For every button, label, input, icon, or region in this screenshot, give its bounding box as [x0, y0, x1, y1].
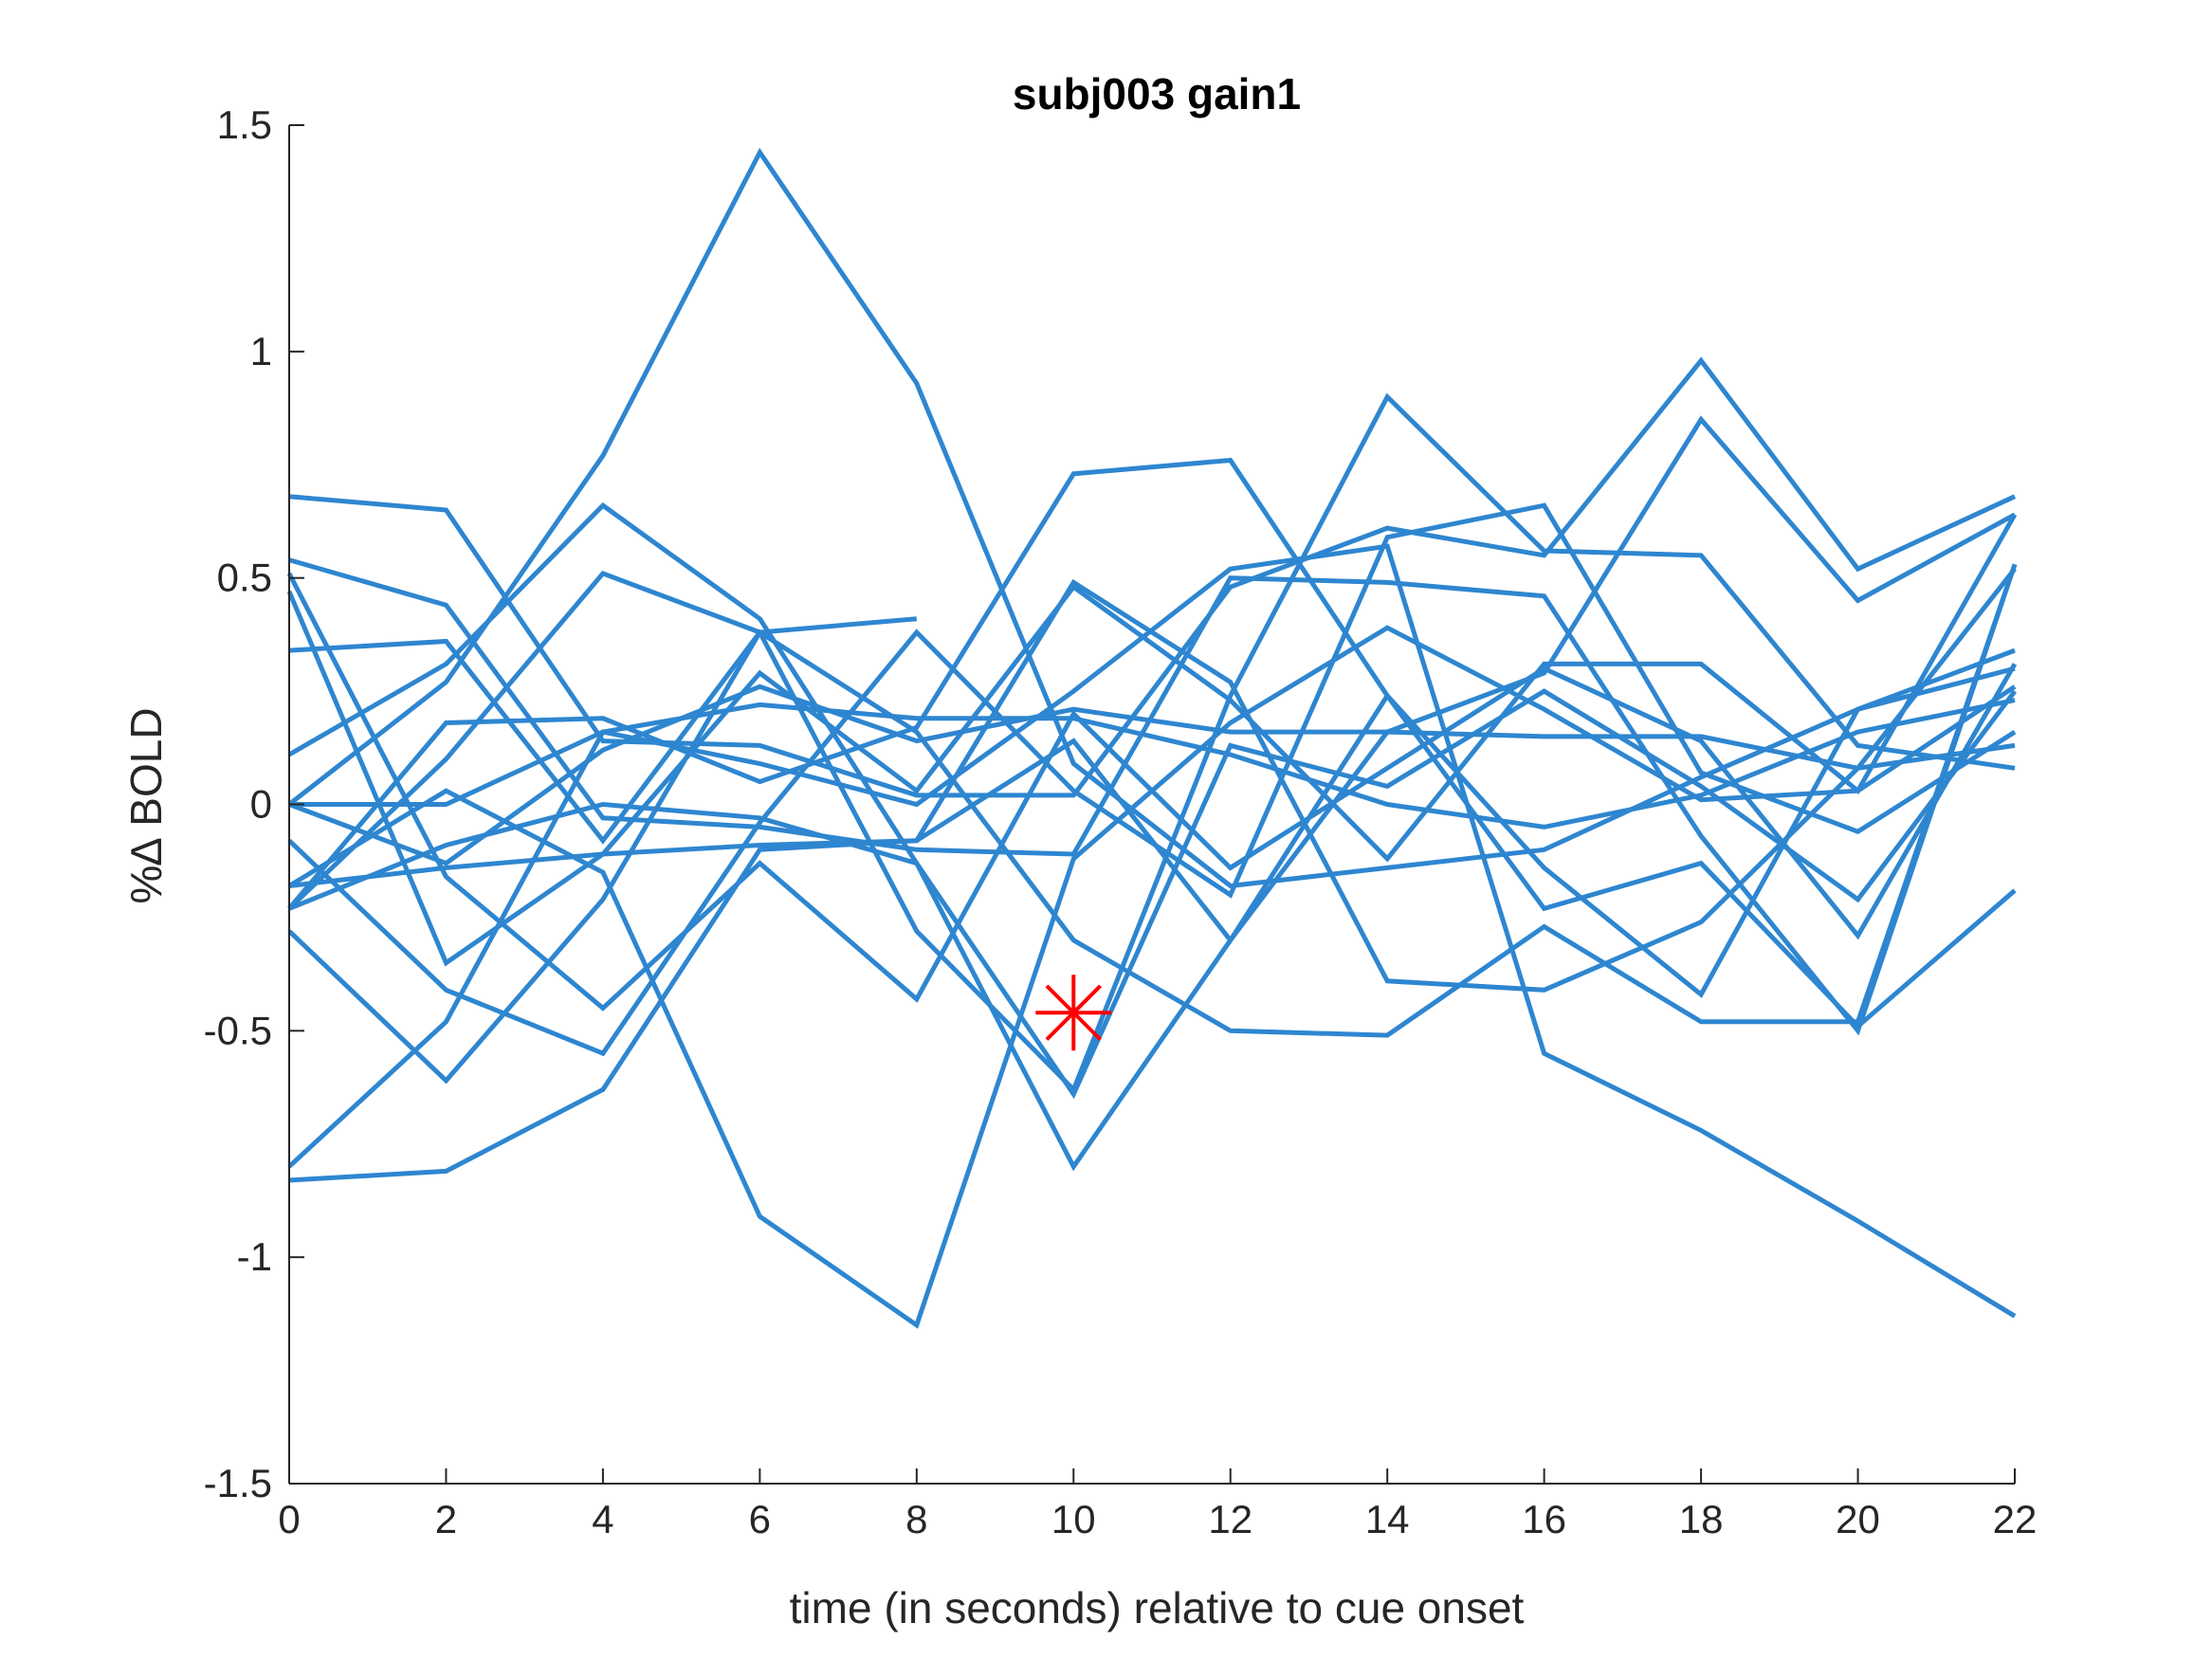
series-line-16 [286, 572, 2018, 1012]
x-tick-label: 8 [905, 1497, 927, 1541]
y-tick-label: -0.5 [204, 1008, 272, 1052]
x-tick-label: 4 [592, 1497, 613, 1541]
asterisk-marker [1035, 975, 1112, 1051]
y-axis-title: %∆ BOLD [121, 707, 171, 903]
x-ticks: 0 2 4 6 8 10 12 14 16 18 20 22 [278, 1468, 2037, 1541]
series-line-18 [288, 684, 2016, 866]
chart-title: subj003 gain1 [1013, 69, 1301, 118]
x-tick-label: 2 [435, 1497, 457, 1541]
series-line-4 [288, 356, 2017, 798]
x-tick-label: 16 [1522, 1497, 1566, 1541]
series-line-1 [288, 616, 918, 845]
x-tick-label: 10 [1051, 1497, 1096, 1541]
y-ticks: 1.5 1 0.5 0 -0.5 -1 -1.5 [204, 102, 304, 1505]
x-tick-label: 6 [749, 1497, 771, 1541]
series-line-15 [287, 392, 2016, 1094]
series-line-11 [287, 543, 2017, 1319]
x-tick-label: 0 [278, 1497, 300, 1541]
y-tick-label: 1.5 [217, 102, 272, 147]
y-tick-label: -1.5 [204, 1461, 272, 1505]
series-line-12 [287, 563, 2018, 1085]
series-line-7 [287, 501, 2017, 1100]
series-line-9 [287, 502, 2017, 1057]
x-tick-label: 18 [1679, 1497, 1724, 1541]
series-line-13 [288, 415, 2017, 1172]
y-tick-label: 1 [250, 329, 272, 374]
x-tick-label: 22 [1993, 1497, 2038, 1541]
series-line-17 [289, 698, 2016, 830]
y-tick-label: -1 [237, 1234, 272, 1279]
series-line-3 [287, 457, 2017, 1030]
x-tick-label: 14 [1365, 1497, 1410, 1541]
series-line-6 [286, 513, 2018, 967]
series-line-14 [287, 625, 2017, 1329]
series-line-10 [287, 147, 2016, 889]
x-tick-label: 12 [1208, 1497, 1252, 1541]
y-tick-label: 0 [250, 782, 272, 827]
axes [288, 125, 2015, 1485]
marker-layer [1035, 975, 1112, 1051]
x-tick-label: 20 [1836, 1497, 1880, 1541]
y-tick-label: 0.5 [217, 556, 272, 600]
x-axis-title: time (in seconds) relative to cue onset [790, 1583, 1525, 1632]
series-lines [286, 147, 2018, 1329]
